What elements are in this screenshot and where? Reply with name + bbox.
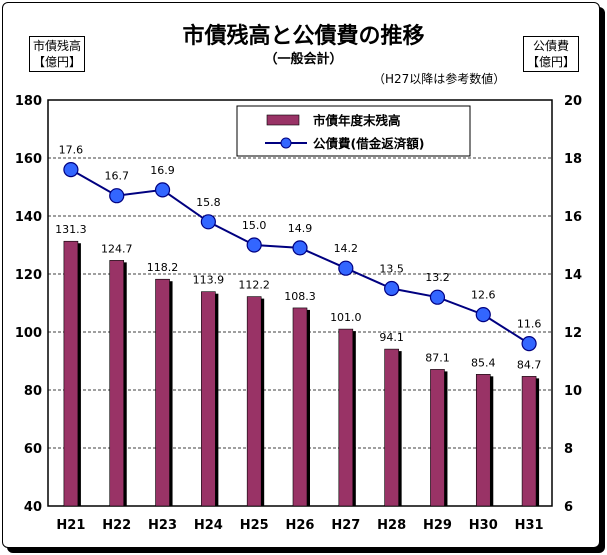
bar-data-label: 112.2 bbox=[238, 279, 270, 292]
line-data-label: 15.0 bbox=[242, 219, 267, 232]
chart-subtitle: （一般会計） bbox=[264, 52, 343, 67]
line-data-label: 14.2 bbox=[334, 242, 359, 255]
chart-note: （H27以降は参考数値） bbox=[373, 72, 506, 86]
bar bbox=[201, 291, 216, 507]
line-data-label: 17.6 bbox=[59, 144, 84, 157]
line-data-label: 11.6 bbox=[517, 318, 542, 331]
x-tick-label: H30 bbox=[469, 518, 498, 533]
left-axis-label-line2: 【億円】 bbox=[33, 55, 82, 69]
line-marker bbox=[384, 280, 400, 297]
y-tick-label-left: 120 bbox=[15, 268, 42, 283]
x-tick-label: H25 bbox=[240, 518, 269, 533]
line-marker bbox=[109, 188, 125, 204]
x-tick-label: H22 bbox=[102, 518, 131, 533]
bar bbox=[338, 328, 354, 507]
chart-title: 市債残高と公債費の推移 bbox=[182, 24, 425, 49]
bar-data-label: 118.2 bbox=[147, 261, 179, 274]
y-tick-label-left: 60 bbox=[24, 442, 42, 457]
bar bbox=[155, 278, 170, 507]
left-axis-unit-label: 市債残高 【億円】 bbox=[29, 36, 86, 72]
line-marker bbox=[292, 240, 308, 256]
y-tick-label-left: 40 bbox=[24, 500, 42, 515]
bar-data-label: 87.1 bbox=[425, 351, 450, 364]
x-tick-label: H29 bbox=[423, 518, 452, 533]
bar bbox=[475, 374, 491, 507]
y-tick-label-left: 80 bbox=[24, 384, 42, 399]
y-tick-label-left: 180 bbox=[15, 94, 42, 109]
y-tick-label-right: 16 bbox=[564, 210, 582, 225]
bar-data-label: 113.9 bbox=[193, 274, 225, 287]
line-marker bbox=[200, 214, 216, 230]
x-tick-label: H28 bbox=[377, 518, 406, 533]
y-tick-label-left: 100 bbox=[15, 326, 42, 341]
bar-data-label: 85.4 bbox=[471, 356, 496, 369]
bar-data-label: 124.7 bbox=[101, 242, 133, 255]
line-data-label: 14.9 bbox=[288, 222, 313, 235]
bar bbox=[430, 369, 445, 507]
line-marker bbox=[429, 289, 446, 305]
bar bbox=[109, 260, 125, 507]
x-tick-label: H26 bbox=[286, 518, 315, 533]
line-data-label: 13.2 bbox=[425, 271, 450, 284]
y-tick-label-left: 160 bbox=[15, 152, 42, 167]
left-axis-label-line1: 市債残高 bbox=[33, 39, 82, 53]
x-tick-label: H31 bbox=[515, 518, 544, 533]
line-marker bbox=[63, 162, 79, 178]
legend-line-label: 公債費(借金返済額) bbox=[313, 136, 424, 151]
bar-data-label: 94.1 bbox=[379, 331, 404, 344]
line-data-label: 15.8 bbox=[196, 196, 221, 209]
y-tick-label-right: 18 bbox=[564, 152, 582, 167]
line-data-label: 13.5 bbox=[379, 263, 404, 276]
y-tick-label-right: 10 bbox=[564, 384, 582, 399]
legend-bar-swatch bbox=[266, 114, 300, 126]
bar-data-label: 101.0 bbox=[330, 311, 362, 324]
legend-bar-label: 市債年度末残高 bbox=[313, 113, 401, 128]
legend-line-marker bbox=[280, 137, 292, 149]
line-marker bbox=[338, 260, 354, 276]
bar bbox=[521, 376, 537, 507]
line-data-label: 16.7 bbox=[104, 170, 129, 183]
bar bbox=[63, 240, 79, 507]
bar-data-label: 108.3 bbox=[284, 290, 316, 303]
y-tick-label-right: 14 bbox=[564, 268, 582, 283]
y-tick-label-right: 20 bbox=[564, 94, 582, 109]
y-tick-label-left: 140 bbox=[15, 210, 42, 225]
x-tick-label: H21 bbox=[56, 518, 85, 533]
line-marker bbox=[154, 182, 171, 198]
line-data-label: 16.9 bbox=[150, 164, 175, 177]
x-tick-label: H23 bbox=[148, 518, 177, 533]
right-axis-label-line2: 【億円】 bbox=[527, 55, 576, 69]
bar-data-label: 84.7 bbox=[517, 358, 542, 371]
bar bbox=[384, 348, 399, 507]
bar bbox=[292, 307, 308, 507]
line-marker bbox=[475, 307, 491, 323]
right-axis-label-line1: 公債費 bbox=[533, 39, 570, 53]
legend-box bbox=[236, 105, 471, 157]
bar bbox=[246, 296, 262, 507]
right-axis-unit-label: 公債費 【億円】 bbox=[523, 36, 580, 72]
line-marker bbox=[246, 237, 262, 253]
y-tick-label-right: 6 bbox=[564, 500, 573, 515]
y-tick-label-right: 8 bbox=[564, 442, 573, 457]
y-tick-label-right: 12 bbox=[564, 326, 582, 341]
line-data-label: 12.6 bbox=[471, 289, 496, 302]
bar-data-label: 131.3 bbox=[55, 223, 87, 236]
line-marker bbox=[521, 336, 537, 352]
x-tick-label: H24 bbox=[194, 518, 223, 533]
x-tick-label: H27 bbox=[331, 518, 360, 533]
